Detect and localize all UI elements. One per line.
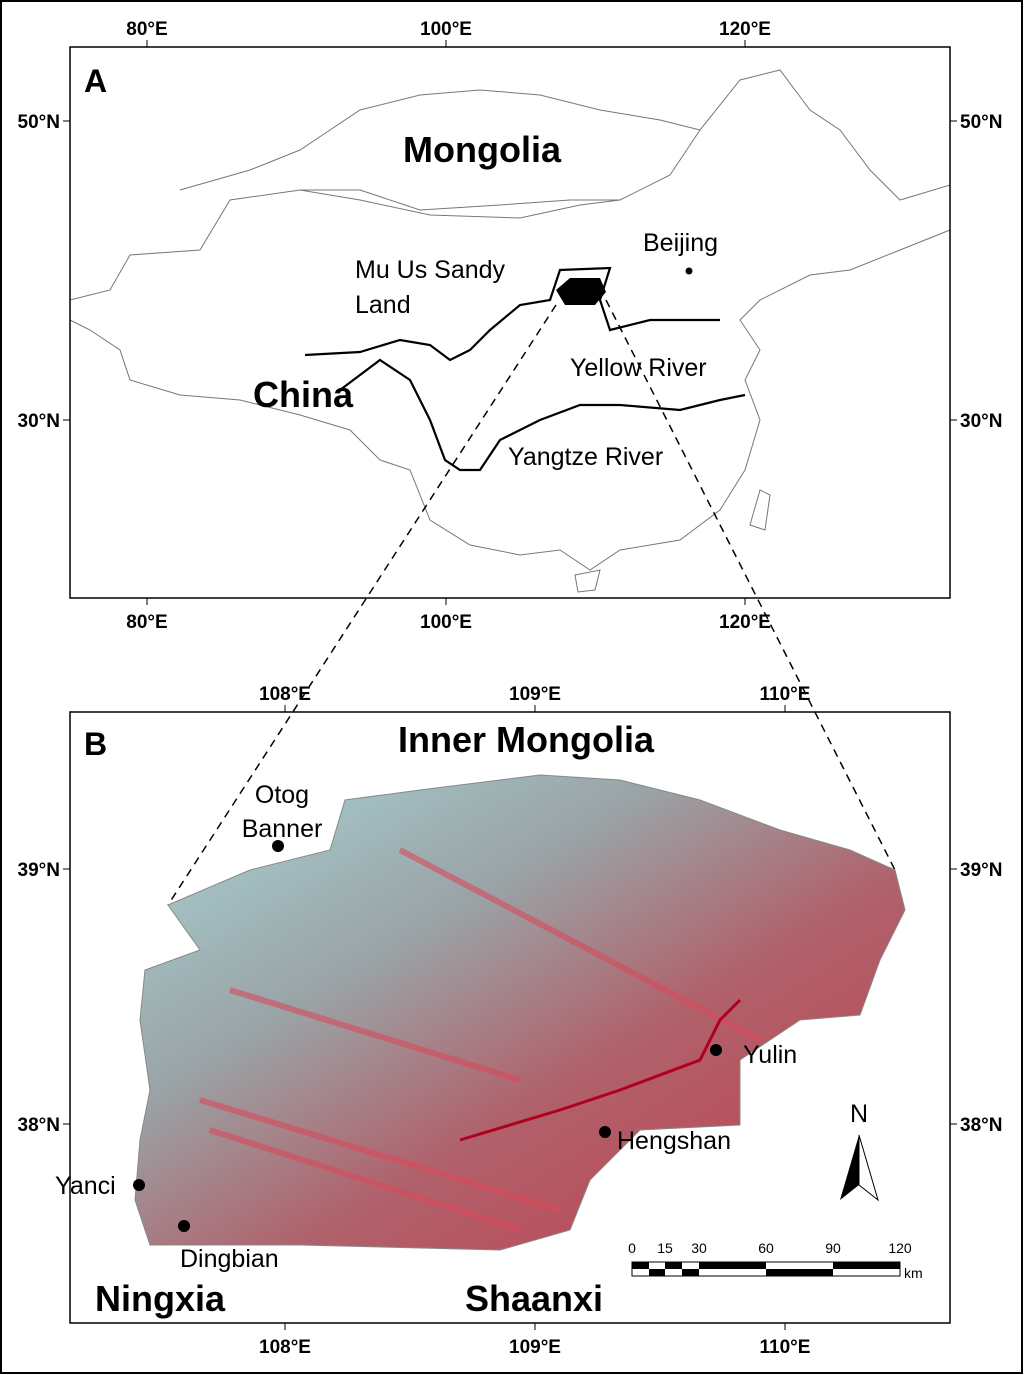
study-area-image — [134, 774, 906, 1251]
lon-tick-label: 109°E — [509, 684, 561, 705]
river-label: Yellow River — [570, 354, 707, 382]
panel-b-frame — [69, 711, 951, 1324]
lon-tick-label: 120°E — [719, 19, 771, 40]
yellow-river — [304, 266, 720, 362]
scale-segment — [699, 1262, 766, 1269]
lon-tick-label: 120°E — [719, 612, 771, 633]
river — [459, 998, 742, 1142]
scale-segment — [766, 1269, 833, 1276]
scale-segment — [632, 1262, 649, 1269]
region-label: Shaanxi — [465, 1278, 603, 1319]
place-label: Hengshan — [617, 1127, 731, 1155]
place-label: Yanci — [55, 1172, 116, 1200]
lon-tick-label: 109°E — [509, 1337, 561, 1358]
place-label: Beijing — [643, 229, 718, 257]
place-dot — [178, 1220, 190, 1232]
place-dot — [710, 1044, 722, 1056]
place-label: Land — [355, 291, 411, 319]
hainan — [574, 569, 601, 593]
scale-segment — [682, 1269, 699, 1276]
lat-tick-label: 30°N — [960, 411, 1002, 432]
panel-label: B — [84, 726, 107, 762]
region-label: Inner Mongolia — [398, 719, 655, 760]
lat-tick-label: 30°N — [18, 411, 60, 432]
panel-b: B Inner Mongolia Ningxia Shaanxi Otog Ba… — [55, 711, 951, 1324]
north-arrow — [858, 1134, 879, 1202]
panel-label: A — [84, 63, 107, 99]
ticks: 80°E 80°E 100°E 100°E 120°E 120°E 50°N 50°N 30°N… — [18, 19, 1003, 1358]
scale-unit: km — [904, 1265, 923, 1281]
place-dot — [133, 1179, 145, 1191]
place-label: Mu Us Sandy — [355, 256, 506, 284]
scale-segment — [649, 1269, 665, 1276]
beijing-dot — [685, 267, 693, 275]
place-label: Otog — [255, 781, 309, 809]
yangtze-river — [339, 358, 746, 472]
lon-tick-label: 110°E — [760, 1337, 811, 1358]
north-label: N — [850, 1100, 868, 1128]
lat-tick-label: 38°N — [960, 1115, 1002, 1136]
lon-tick-label: 100°E — [420, 612, 472, 633]
country-outline — [69, 69, 951, 571]
north-arrow — [840, 1135, 859, 1200]
scale-label: 60 — [758, 1240, 774, 1256]
scale-label: 120 — [888, 1240, 912, 1256]
lat-tick-label: 39°N — [960, 860, 1002, 881]
lat-tick-label: 38°N — [18, 1115, 60, 1136]
place-dot — [599, 1126, 611, 1138]
place-dot — [272, 840, 284, 852]
scale-segment — [665, 1262, 682, 1269]
scale-segment — [833, 1262, 900, 1269]
lat-tick-label: 50°N — [960, 112, 1002, 133]
scale-bar: 0 15 30 60 90 120 km — [628, 1240, 923, 1281]
lon-tick-label: 100°E — [420, 19, 472, 40]
zoom-line — [167, 299, 896, 906]
lon-tick-label: 110°E — [760, 684, 811, 705]
region-label: Ningxia — [95, 1278, 226, 1319]
lat-tick-label: 50°N — [18, 112, 60, 133]
lat-tick-label: 39°N — [18, 860, 60, 881]
study-area — [556, 278, 606, 305]
scale-label: 90 — [825, 1240, 841, 1256]
place-label: Yulin — [743, 1041, 797, 1069]
scale-label: 30 — [691, 1240, 707, 1256]
river-label: Yangtze River — [508, 443, 663, 471]
lon-tick-label: 108°E — [259, 684, 311, 705]
panel-a: A Mongolia China Beijing Mu Us Sandy Lan… — [69, 46, 951, 599]
lon-tick-label: 108°E — [259, 1337, 311, 1358]
panel-a-frame — [69, 46, 951, 599]
scale-label: 0 — [628, 1240, 636, 1256]
texture — [199, 847, 762, 1233]
lon-tick-label: 80°E — [126, 612, 167, 633]
mongolia-border — [179, 89, 701, 211]
scale-label: 15 — [657, 1240, 673, 1256]
region-label: China — [253, 374, 354, 415]
region-label: Mongolia — [403, 129, 562, 170]
place-label: Dingbian — [180, 1245, 279, 1273]
lon-tick-label: 80°E — [126, 19, 167, 40]
taiwan — [749, 489, 771, 531]
place-label: Banner — [242, 815, 323, 843]
